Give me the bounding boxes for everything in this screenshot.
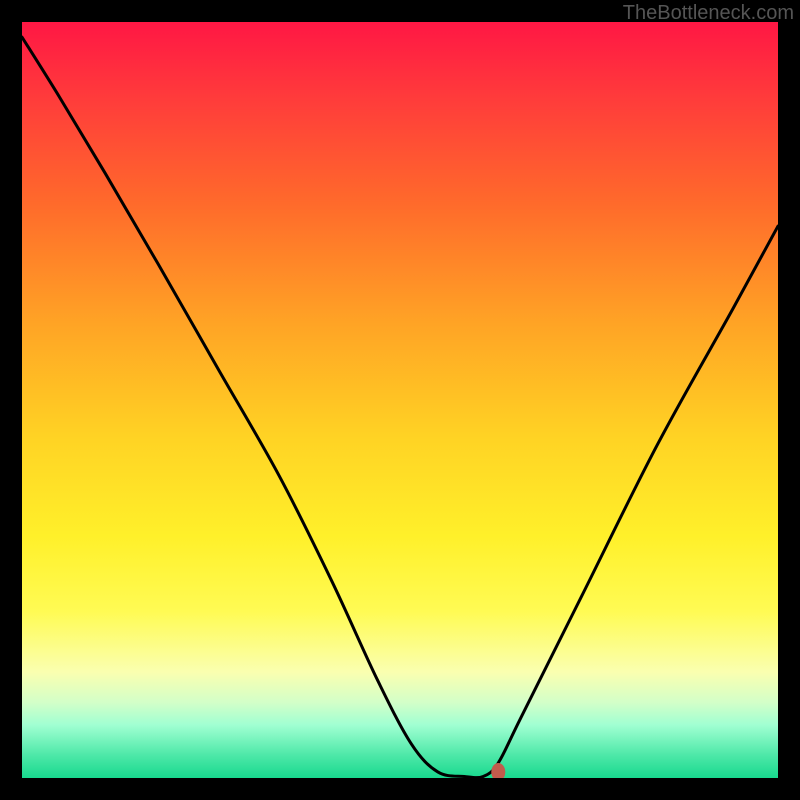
chart-frame: TheBottleneck.com (0, 0, 800, 800)
watermark-text: TheBottleneck.com (623, 2, 794, 25)
plot-svg (22, 22, 778, 778)
background-gradient (22, 22, 778, 778)
plot-area (22, 22, 778, 778)
